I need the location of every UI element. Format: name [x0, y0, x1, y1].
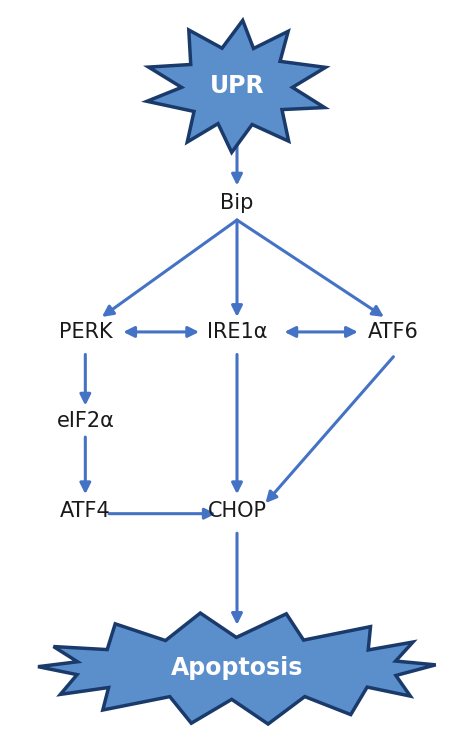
Text: Apoptosis: Apoptosis [171, 656, 303, 680]
Text: ATF6: ATF6 [368, 322, 419, 342]
Text: ATF4: ATF4 [60, 501, 111, 520]
Text: CHOP: CHOP [208, 501, 266, 520]
Text: Bip: Bip [220, 193, 254, 213]
Text: IRE1α: IRE1α [207, 322, 267, 342]
Polygon shape [38, 613, 436, 724]
Text: eIF2α: eIF2α [56, 411, 114, 430]
Text: PERK: PERK [58, 322, 112, 342]
Text: UPR: UPR [210, 74, 264, 98]
Polygon shape [147, 20, 326, 152]
